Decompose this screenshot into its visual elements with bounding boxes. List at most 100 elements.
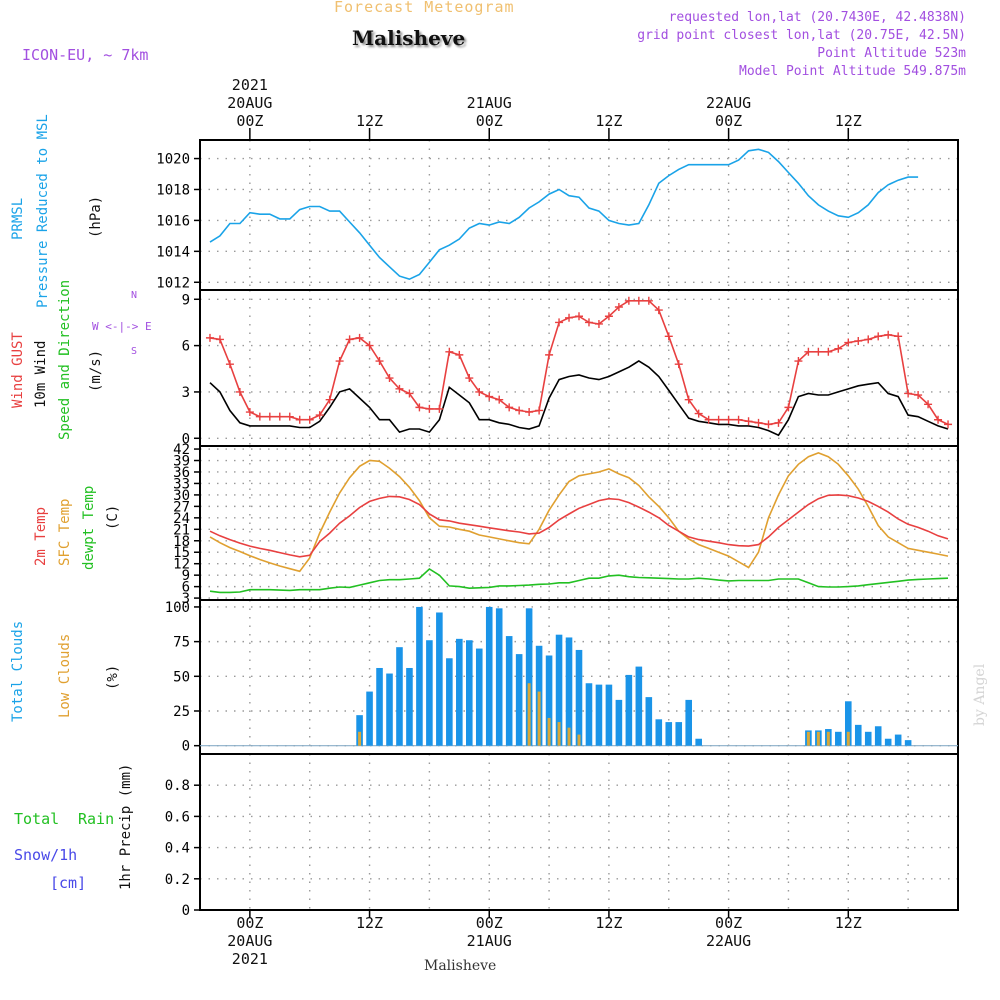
total-cloud-bar [416,606,423,746]
gust-marker [744,417,753,426]
gust-marker [754,418,763,427]
y-tick-label: 33 [173,476,190,492]
compass-south: S [131,346,138,357]
y-tick-label: 30 [173,488,190,504]
total-cloud-bar [525,608,533,746]
gust-marker [884,330,893,339]
y-tick-label: 6 [182,339,190,355]
y-tick-label: 0 [182,739,190,755]
gust-marker [465,374,474,383]
total-cloud-bar [864,731,872,746]
gust-marker [235,387,244,396]
y-tick-label: 100 [165,600,190,616]
gust-marker [305,415,314,424]
gust-marker [894,332,903,341]
gust-marker [475,387,484,396]
total-cloud-bar [406,667,413,746]
total-cloud-bar [625,674,633,746]
gust-marker [205,333,214,342]
wind10-line [209,360,949,437]
time-label: 12Z [595,914,623,932]
time-label: 20AUG [227,94,273,112]
total-cloud-bar [595,684,603,746]
gust-marker [934,415,943,424]
gust-marker [285,412,294,421]
low-cloud-bar [816,731,820,746]
gust-marker [704,415,713,424]
total-cloud-bar [376,667,383,746]
y-tick-label: 24 [173,511,190,527]
gust-marker [874,332,883,341]
gust-marker [714,415,723,424]
gust-marker [295,415,304,424]
gust-marker [315,411,324,420]
total-cloud-bar [575,649,583,746]
gust-marker [584,318,593,327]
compass-north: N [131,290,138,301]
y-tick-label: 27 [173,499,190,515]
total-cloud-bar [844,701,852,746]
gust-marker [535,406,544,415]
dewpoint-line [209,568,949,594]
gust-marker [435,404,444,413]
y-tick-label: 1012 [156,275,190,291]
gust-marker [904,389,913,398]
gust-marker [385,374,394,383]
y-tick-label: 0.8 [165,778,190,794]
time-label: 22AUG [706,94,752,112]
time-label: 12Z [356,112,384,130]
low-cloud-bar [557,722,561,746]
total-cloud-bar [465,640,473,746]
gust-marker [415,403,424,412]
time-label: 12Z [595,112,623,130]
y-tick-label: 1016 [156,213,190,229]
gust-marker [275,412,284,421]
y-tick-label: 36 [173,465,190,481]
t2m-line [209,494,949,558]
low-cloud-bar [537,691,541,746]
gust-marker [395,384,404,393]
gust-marker [495,395,504,404]
gust-marker [784,403,793,412]
gust-marker [215,335,224,344]
total-cloud-bar [456,638,463,746]
low-cloud-bar [826,731,830,746]
y-tick-label: 1018 [156,182,190,198]
precip-total-label: Total [14,810,60,828]
total-cloud-bar [565,637,573,746]
total-cloud-bar [695,738,702,746]
time-label: 22AUG [706,932,752,950]
y-tick-label: 0.4 [165,841,190,857]
gust-marker [455,350,464,359]
total-cloud-bar [505,636,513,746]
panel-frame [199,139,959,291]
gust-marker [854,336,863,345]
panel-frame [199,445,959,601]
total-cloud-bar [904,740,912,746]
gust-marker [654,306,663,315]
y-tick-label: 25 [173,704,190,720]
gust-marker [325,395,334,404]
time-label: 00Z [236,914,264,932]
gust-marker [734,415,743,424]
time-label: 21AUG [466,932,512,950]
y-tick-label: 0 [182,431,190,447]
time-label: 12Z [834,112,862,130]
low-cloud-bar [547,717,551,746]
total-cloud-bar [585,683,593,746]
low-cloud-bar [358,731,362,746]
gust-marker [824,347,833,356]
gust-marker [764,420,773,429]
gust-marker [375,357,384,366]
total-cloud-bar [356,715,363,746]
gust-marker [485,392,494,401]
total-cloud-bar [685,699,693,746]
gust-marker [345,335,354,344]
total-cloud-bar [475,648,483,746]
low-cloud-bar [567,727,571,746]
gust-marker [794,357,803,366]
time-label: 00Z [236,112,264,130]
total-cloud-bar [605,684,613,746]
model-altitude: Model Point Altitude 549.875m [739,64,966,79]
gust-marker [515,406,524,415]
